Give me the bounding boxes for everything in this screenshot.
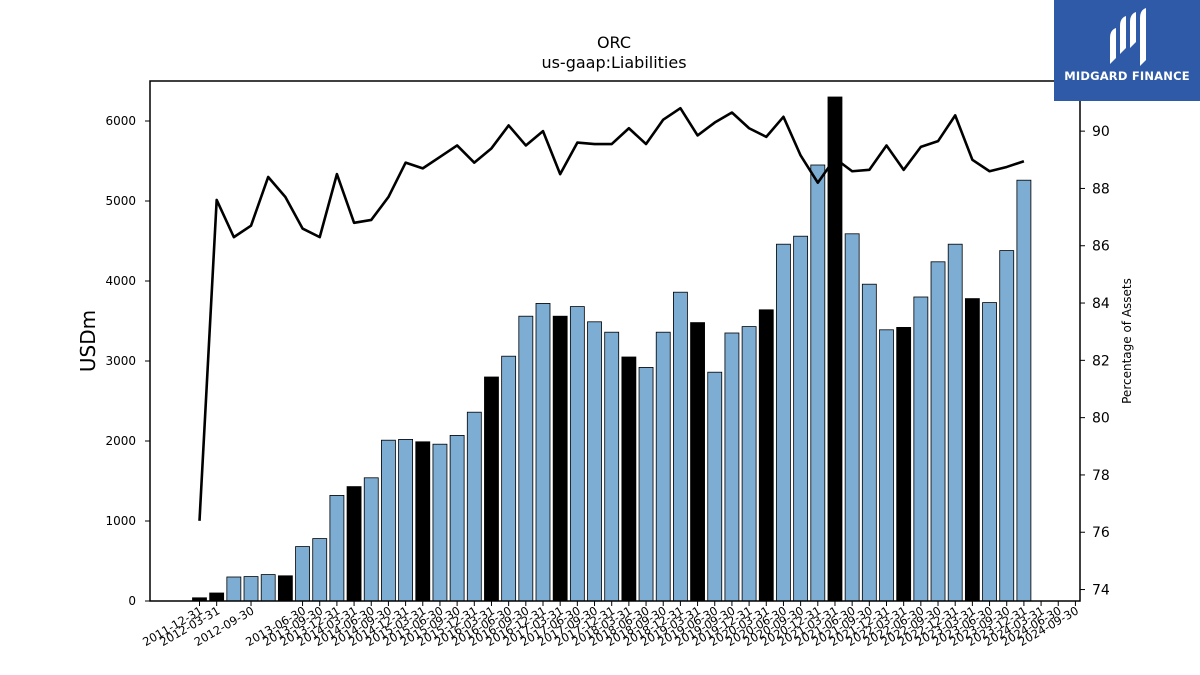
y-tick-label: 2000 bbox=[105, 434, 136, 448]
bar bbox=[655, 331, 671, 602]
y2-tick-label: 76 bbox=[1092, 525, 1110, 541]
plot-frame bbox=[149, 80, 1081, 602]
bar bbox=[913, 296, 929, 602]
bar bbox=[1016, 179, 1032, 602]
bar bbox=[741, 326, 757, 602]
y2-tick-label: 88 bbox=[1092, 181, 1110, 197]
bar bbox=[226, 576, 242, 602]
y-tick-label: 1000 bbox=[105, 514, 136, 528]
percentage-line bbox=[198, 106, 1025, 521]
bar bbox=[861, 283, 877, 602]
logo-text: MIDGARD FINANCE bbox=[1064, 69, 1190, 83]
bar bbox=[398, 438, 414, 602]
bar bbox=[501, 355, 517, 602]
chart-subtitle: us-gaap:Liabilities bbox=[541, 53, 686, 72]
logo: MIDGARD FINANCE bbox=[1054, 0, 1200, 101]
y-axis-label-left: USDm bbox=[76, 310, 100, 372]
bars-layer bbox=[192, 96, 1032, 602]
y2-tick-label: 74 bbox=[1092, 583, 1110, 599]
y-axis-label-right: Percentage of Assets bbox=[1120, 278, 1134, 404]
bar bbox=[982, 302, 997, 602]
bar bbox=[810, 164, 826, 602]
bar bbox=[690, 322, 705, 602]
bar bbox=[707, 371, 723, 602]
line-layer bbox=[198, 106, 1025, 521]
y-tick-label: 3000 bbox=[105, 354, 136, 368]
y2-tick-label: 82 bbox=[1092, 353, 1110, 369]
y-tick-label: 4000 bbox=[105, 274, 136, 288]
bar bbox=[449, 434, 465, 602]
bar bbox=[260, 574, 276, 602]
bar bbox=[673, 291, 688, 602]
bar bbox=[277, 575, 293, 602]
bar bbox=[569, 306, 585, 602]
y2-tick-label: 80 bbox=[1092, 411, 1110, 427]
axes-layer: 0 1000 2000 3000 4000 5000 6000 74 76 78 80 82 84 86 8… bbox=[105, 114, 1109, 649]
bar bbox=[484, 376, 499, 602]
logo-mark-icon bbox=[1110, 8, 1146, 66]
bar bbox=[363, 477, 379, 602]
bar bbox=[209, 592, 225, 602]
bar bbox=[638, 366, 654, 602]
bar bbox=[243, 576, 259, 602]
bar bbox=[930, 261, 946, 602]
bar bbox=[518, 315, 534, 602]
bar bbox=[879, 329, 894, 602]
bar bbox=[999, 250, 1015, 602]
bar bbox=[535, 302, 551, 602]
bar bbox=[827, 96, 843, 602]
bar bbox=[312, 538, 328, 602]
y2-tick-label: 84 bbox=[1092, 296, 1110, 312]
chart-title: ORC bbox=[597, 33, 631, 52]
bar bbox=[896, 326, 912, 602]
bar bbox=[295, 546, 310, 602]
y2-tick-label: 78 bbox=[1092, 468, 1110, 484]
bar bbox=[432, 443, 448, 602]
y-tick-label: 5000 bbox=[105, 194, 136, 208]
bar bbox=[844, 233, 860, 602]
y-tick-label: 6000 bbox=[105, 114, 136, 128]
bar bbox=[758, 309, 774, 602]
bar bbox=[621, 356, 637, 602]
bar bbox=[346, 486, 362, 602]
bar bbox=[587, 321, 602, 602]
bar bbox=[415, 441, 431, 602]
bar bbox=[552, 315, 568, 602]
y2-tick-label: 86 bbox=[1092, 239, 1110, 255]
y2-tick-label: 90 bbox=[1092, 124, 1110, 140]
bar bbox=[947, 243, 963, 602]
bar bbox=[964, 298, 980, 602]
bar bbox=[776, 243, 791, 602]
bar bbox=[381, 439, 396, 602]
bar bbox=[793, 235, 809, 602]
y-tick-label: 0 bbox=[128, 594, 136, 608]
bar bbox=[724, 332, 740, 602]
bar bbox=[604, 331, 620, 602]
bar bbox=[466, 411, 482, 602]
bar bbox=[329, 494, 345, 602]
